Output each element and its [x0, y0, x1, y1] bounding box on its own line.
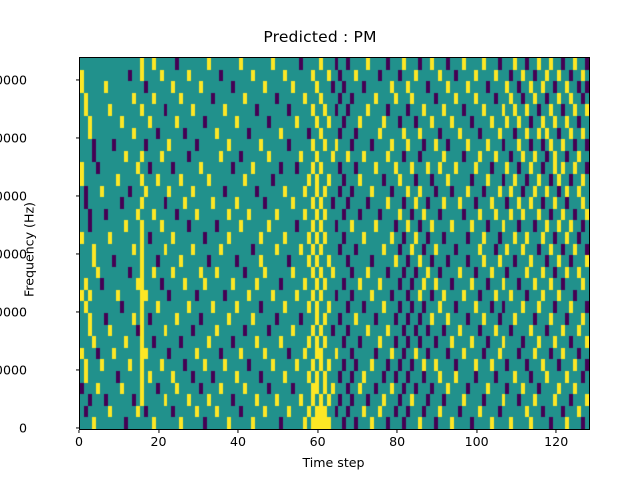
x-axis-tick-label: 60 — [309, 434, 326, 449]
x-axis-tick-mark — [555, 429, 557, 434]
y-axis-tick-label: 40000 — [0, 304, 27, 320]
x-axis-tick-label: 40 — [230, 434, 247, 449]
y-axis-tick-mark — [75, 311, 80, 313]
y-axis-tick-mark — [75, 369, 80, 371]
y-axis-tick-label: 60000 — [0, 246, 27, 262]
y-axis-tick-mark — [75, 79, 80, 81]
y-axis-label: Frequency (Hz) — [21, 202, 37, 297]
x-axis-tick-mark — [396, 429, 398, 434]
y-axis-tick-mark — [75, 253, 80, 255]
y-axis-tick-label: 100000 — [0, 130, 27, 146]
x-axis-tick-mark — [317, 429, 319, 434]
x-axis-tick-label: 0 — [74, 434, 84, 449]
x-axis-tick-mark — [237, 429, 239, 434]
y-axis-tick-label: 120000 — [0, 72, 27, 88]
y-axis-tick-label: 0 — [18, 420, 27, 436]
x-axis-tick-label: 100 — [464, 434, 489, 449]
x-axis-tick-mark — [78, 429, 80, 434]
page-title: Predicted : PM — [263, 28, 377, 46]
y-axis-tick-mark — [75, 427, 80, 429]
x-axis-tick-mark — [476, 429, 478, 434]
y-axis-tick-label: 80000 — [0, 188, 27, 204]
x-axis-tick-mark — [157, 429, 160, 434]
heatmap-image — [80, 58, 589, 429]
x-axis-tick-label: 120 — [544, 434, 569, 449]
x-axis-tick-label: 80 — [389, 434, 406, 449]
y-axis-tick-mark — [75, 195, 80, 197]
x-axis-tick-label: 20 — [150, 434, 167, 449]
y-axis: 0 20000 40000 60000 80000 100000 120000 — [0, 0, 80, 486]
heatmap-axes[interactable] — [79, 57, 590, 430]
y-axis-tick-mark — [75, 137, 80, 139]
x-axis-label: Time step — [302, 455, 365, 470]
y-axis-tick-label: 20000 — [0, 362, 27, 378]
